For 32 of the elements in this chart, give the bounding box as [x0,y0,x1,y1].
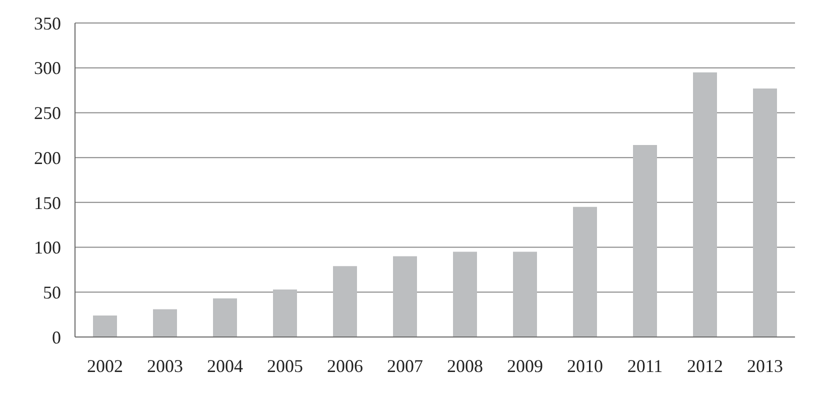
y-tick-label: 300 [34,58,61,78]
y-tick-label: 150 [34,192,61,213]
x-tick-label: 2002 [87,356,123,376]
x-tick-label: 2013 [747,356,783,376]
x-tick-label: 2009 [507,356,543,376]
bar [753,88,777,337]
bar [513,252,537,337]
bar [213,298,237,337]
x-tick-label: 2006 [327,356,363,376]
bar [153,309,177,337]
y-tick-label: 200 [34,148,61,168]
y-tick-label: 100 [34,238,61,258]
x-tick-label: 2008 [447,356,483,376]
y-tick-label: 50 [43,282,61,303]
bar [393,256,417,337]
x-tick-label: 2003 [147,356,183,376]
y-tick-label: 250 [34,103,61,124]
x-tick-label: 2004 [207,356,243,376]
bar [573,206,597,337]
x-tick-label: 2010 [567,356,603,376]
y-tick-label: 0 [52,327,61,348]
bar [693,72,717,337]
bar [453,252,477,337]
bar [633,145,657,337]
x-tick-label: 2007 [387,356,423,376]
x-tick-label: 2011 [627,356,663,376]
x-tick-label: 2005 [267,356,303,376]
bar [333,266,357,337]
x-tick-label: 2012 [687,356,723,376]
y-tick-label: 350 [34,13,61,34]
bar [93,315,117,337]
bar [273,289,297,337]
